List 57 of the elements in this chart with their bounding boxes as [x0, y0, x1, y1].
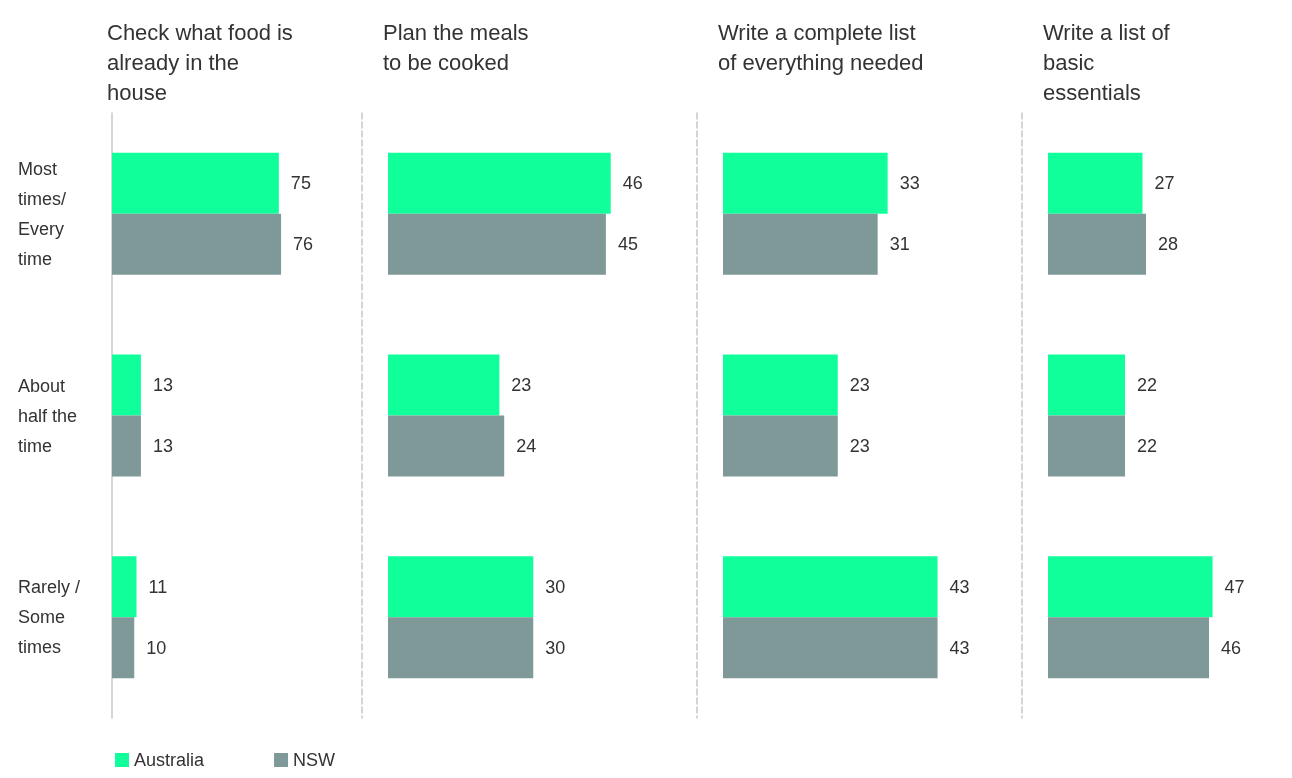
bar	[1048, 152, 1143, 214]
bar	[1048, 415, 1126, 477]
data-label: 31	[889, 234, 910, 255]
bar	[723, 213, 878, 275]
bar	[388, 354, 500, 416]
chart-title: Check what food is already in the house	[107, 19, 293, 105]
bar	[723, 415, 838, 477]
bar	[388, 415, 505, 477]
bar	[388, 617, 534, 679]
bar	[388, 152, 611, 214]
data-label: 22	[1137, 436, 1158, 456]
data-label: 33	[899, 173, 920, 194]
data-label: 13	[152, 436, 173, 456]
bar	[112, 556, 137, 618]
y-tick-label: Rarely /Some times	[18, 577, 81, 658]
bar	[112, 152, 279, 214]
bar	[1048, 213, 1147, 275]
data-label: 28	[1158, 234, 1179, 255]
y-tick-label: Most times/ Every time	[18, 158, 72, 269]
bar	[723, 354, 838, 416]
bar	[112, 617, 135, 679]
data-label: 46	[1221, 637, 1242, 658]
data-label: 43	[949, 637, 970, 658]
bar	[112, 213, 282, 275]
data-label: 13	[152, 375, 173, 395]
chart-title: Plan the meals to be cooked	[383, 19, 529, 75]
data-label: 75	[290, 173, 311, 194]
chart-title: Write a list of basic essentials	[1043, 19, 1171, 105]
bar	[112, 354, 141, 416]
data-label: 43	[949, 576, 970, 597]
bar	[1048, 354, 1126, 416]
bar	[1048, 556, 1213, 618]
data-label: 11	[148, 576, 168, 597]
bar	[388, 213, 606, 275]
bar	[723, 152, 888, 214]
data-label: 23	[849, 436, 870, 456]
chart-title: Write a complete list of everything needed	[718, 19, 924, 75]
data-label: 30	[545, 637, 566, 658]
bar	[388, 556, 534, 618]
legend-label: Australia	[134, 750, 206, 770]
bar	[723, 556, 938, 618]
data-label: 30	[545, 576, 566, 597]
data-label: 76	[293, 234, 314, 255]
data-label: 23	[849, 375, 870, 395]
data-label: 27	[1154, 173, 1175, 194]
data-label: 24	[516, 436, 537, 456]
bar	[723, 617, 938, 679]
data-label: 45	[617, 234, 638, 255]
data-label: 46	[622, 173, 643, 194]
legend-label: NSW	[293, 750, 336, 770]
data-label: 47	[1224, 576, 1245, 597]
y-tick-label: About half the time	[18, 375, 83, 456]
data-label: 22	[1137, 375, 1158, 395]
bar	[1048, 617, 1210, 679]
data-label: 23	[511, 375, 532, 395]
bar	[112, 415, 141, 477]
data-label: 10	[146, 637, 167, 658]
